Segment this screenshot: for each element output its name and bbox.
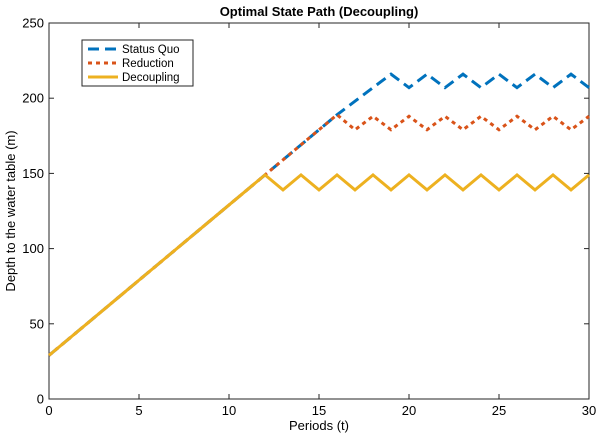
legend-label: Reduction (122, 58, 174, 70)
plot-area: 0 5 10 15 20 25 30 0 50 100 150 200 250 (22, 16, 596, 419)
y-tick-label: 200 (22, 91, 44, 106)
y-tick-label: 150 (22, 166, 44, 181)
x-tick-label: 25 (492, 403, 506, 418)
y-axis-label: Depth to the water table (m) (3, 130, 18, 291)
y-tick-label: 250 (22, 16, 44, 31)
legend-label: Status Quo (122, 44, 180, 56)
series-line-decoupling (48, 172, 590, 357)
series-line-status-quo (48, 72, 590, 357)
chart-title: Optimal State Path (Decoupling) (220, 4, 419, 19)
x-tick-label: 0 (45, 403, 52, 418)
y-tick-label: 0 (37, 392, 44, 407)
legend: Status Quo Reduction Decoupling (81, 39, 194, 87)
series-line-reduction (48, 112, 590, 357)
x-tick-label: 30 (582, 403, 596, 418)
legend-label: Decoupling (122, 72, 180, 84)
y-tick-label: 100 (22, 241, 44, 256)
x-tick-label: 5 (135, 403, 142, 418)
x-axis-label: Periods (t) (289, 418, 349, 433)
x-tick-label: 10 (222, 403, 236, 418)
x-tick-label: 15 (312, 403, 326, 418)
y-tick-label: 50 (30, 316, 44, 331)
x-tick-label: 20 (402, 403, 416, 418)
